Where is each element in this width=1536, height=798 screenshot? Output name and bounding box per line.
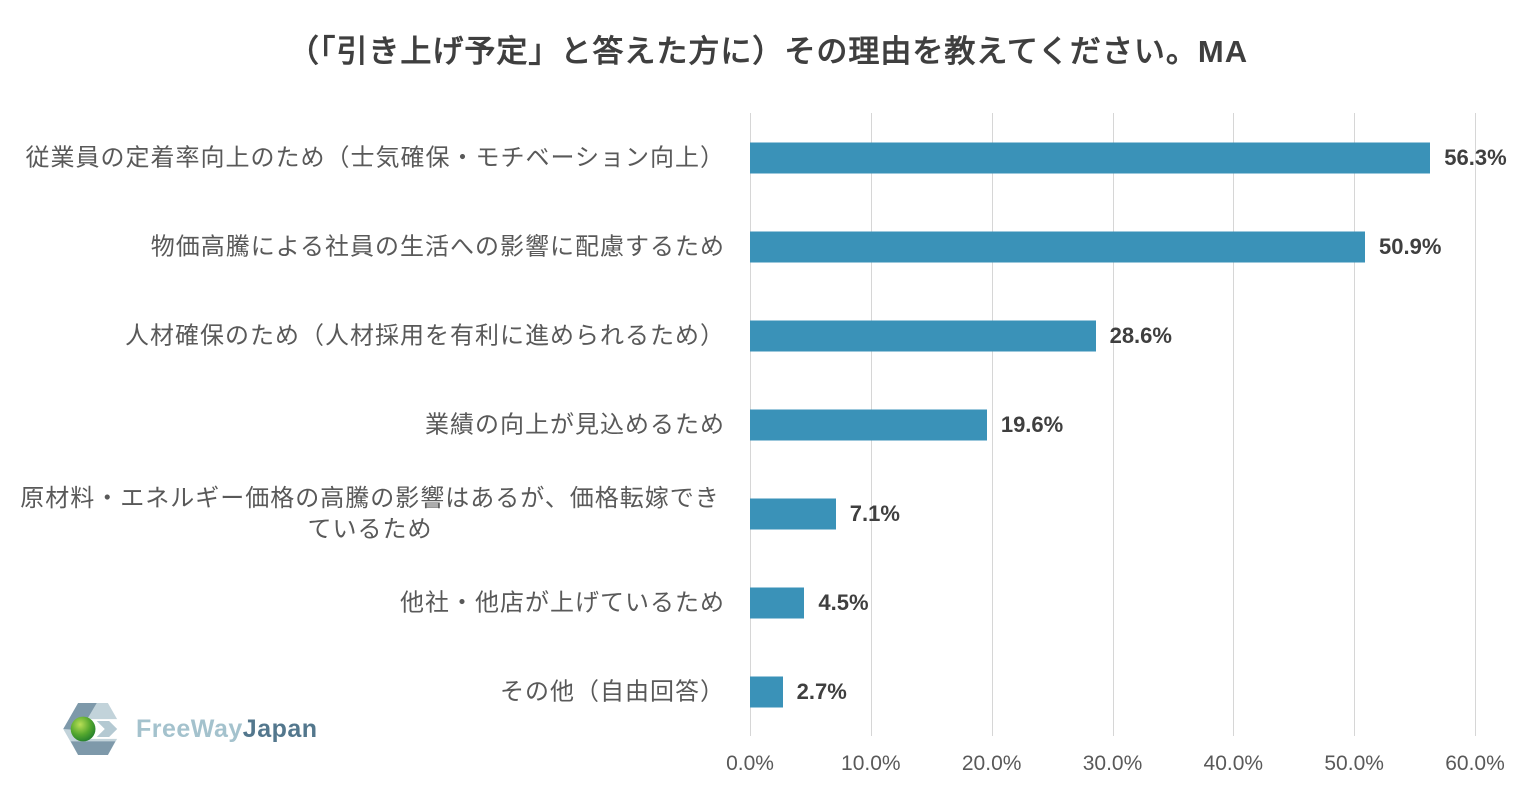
bar bbox=[750, 587, 805, 618]
freeway-japan-logo-text: FreeWayJapan bbox=[136, 715, 318, 744]
bar bbox=[750, 409, 987, 440]
bar-row: 人材確保のため（人材採用を有利に進められるため） 28.6% bbox=[0, 291, 1536, 380]
x-axis-tick-label: 60.0% bbox=[1445, 752, 1505, 775]
gridline bbox=[1233, 113, 1235, 736]
bar bbox=[750, 142, 1431, 173]
bar bbox=[750, 231, 1366, 262]
x-axis-tick-label: 40.0% bbox=[1203, 752, 1264, 775]
category-label: 業績の向上が見込めるため bbox=[425, 411, 725, 438]
bar-row: 従業員の定着率向上のため（士気確保・モチベーション向上） 56.3% bbox=[0, 113, 1536, 202]
x-axis-tick-label: 0.0% bbox=[726, 752, 774, 775]
value-label: 7.1% bbox=[849, 500, 900, 526]
x-axis-tick-label: 30.0% bbox=[1082, 752, 1143, 775]
category-label: 物価高騰による社員の生活への影響に配慮するため bbox=[150, 233, 725, 260]
gridline bbox=[1354, 113, 1356, 736]
bar bbox=[750, 320, 1096, 351]
bar-row: その他（自由回答） 2.7% bbox=[0, 647, 1536, 736]
value-label: 50.9% bbox=[1379, 233, 1442, 259]
logo-text-freeway: FreeWay bbox=[136, 714, 243, 743]
category-label: 従業員の定着率向上のため（士気確保・モチベーション向上） bbox=[25, 144, 725, 171]
bar bbox=[750, 498, 836, 529]
value-label: 19.6% bbox=[1000, 411, 1064, 437]
bar-row: 業績の向上が見込めるため 19.6% bbox=[0, 380, 1536, 469]
value-label: 2.7% bbox=[796, 678, 847, 704]
value-label: 4.5% bbox=[818, 589, 869, 615]
category-label: その他（自由回答） bbox=[500, 678, 725, 705]
x-axis-tick-label: 20.0% bbox=[961, 752, 1022, 775]
value-label: 56.3% bbox=[1444, 144, 1507, 170]
chart-title: （「引き上げ予定」と答えた方に）その理由を教えてください。MA bbox=[287, 34, 1249, 69]
gridline bbox=[1112, 113, 1114, 736]
bar-chart: 0.0% 10.0% 20.0% 30.0% 40.0% 50.0% 60.0% 従業員の定着… bbox=[0, 113, 1536, 775]
value-label: 28.6% bbox=[1109, 322, 1172, 348]
bar bbox=[750, 676, 783, 707]
bar-row: 物価高騰による社員の生活への影響に配慮するため 50.9% bbox=[0, 202, 1536, 291]
x-axis-tick-label: 10.0% bbox=[841, 752, 901, 775]
logo-text-japan: Japan bbox=[242, 714, 318, 743]
freeway-japan-logo: FreeWayJapan bbox=[62, 694, 318, 764]
category-label: 原材料・エネルギー価格の高騰の影響はあるが、価格転嫁できているため bbox=[20, 484, 720, 543]
bar-row: 他社・他店が上げているため 4.5% bbox=[0, 558, 1536, 647]
freeway-japan-logo-icon bbox=[63, 702, 124, 756]
category-label: 人材確保のため（人材採用を有利に進められるため） bbox=[125, 322, 725, 349]
category-label: 他社・他店が上げているため bbox=[400, 589, 725, 616]
gridline bbox=[1475, 113, 1476, 736]
x-axis-tick-label: 50.0% bbox=[1324, 752, 1384, 775]
bar-row: 原材料・エネルギー価格の高騰の影響はあるが、価格転嫁できているため 7.1% bbox=[0, 469, 1536, 558]
gridline bbox=[991, 113, 993, 736]
